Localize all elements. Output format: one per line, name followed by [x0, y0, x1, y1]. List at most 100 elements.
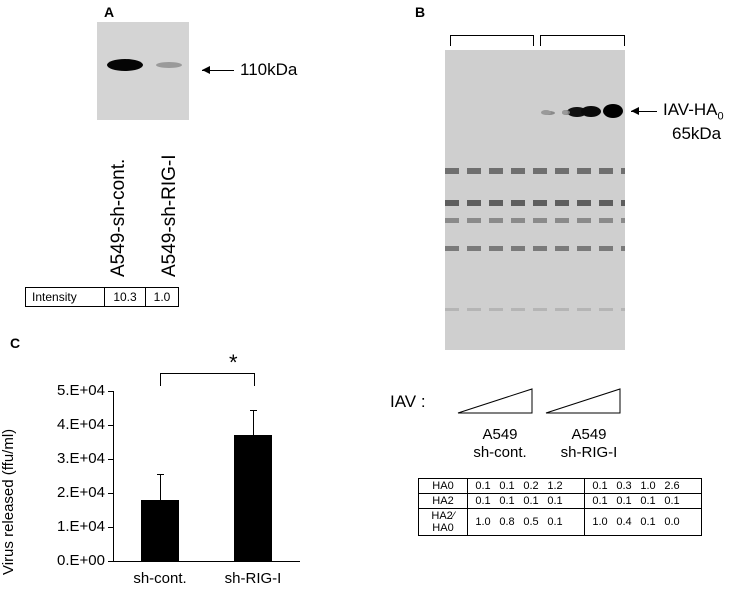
ha-table-row: HA0 0.1 0.1 0.2 1.2 0.1 0.3 1.0 2.6 — [418, 478, 702, 494]
ha-table-value: 1.0 — [640, 480, 656, 492]
ha-table-value: 0.1 — [616, 495, 632, 507]
ha-table-value: 0.3 — [616, 480, 632, 492]
bar-sh-RIG-I — [234, 435, 272, 561]
y-tick-label: 5.E+04 — [57, 382, 105, 399]
iav-label: IAV : — [390, 392, 426, 411]
band-row-4 — [445, 246, 625, 251]
ha-table-value: 0.1 — [523, 495, 539, 507]
ha-table-cell-group: 0.1 0.3 1.0 2.6 — [584, 478, 702, 494]
band-sh-cont — [107, 59, 143, 71]
band-row-2 — [445, 200, 625, 206]
band-ha0-rig-1 — [562, 110, 568, 115]
ha-table-value: 0.2 — [523, 480, 539, 492]
group-bracket-cont — [450, 35, 534, 46]
group-rig-line2: sh-RIG-I — [560, 444, 618, 461]
significance-star: * — [229, 350, 238, 375]
y-tick-label: 3.E+04 — [57, 450, 105, 467]
ha-table-value: 1.0 — [475, 516, 491, 528]
y-tick-label: 4.E+04 — [57, 416, 105, 433]
group-cont-line1: A549 — [482, 426, 518, 443]
error-cap — [157, 473, 164, 475]
y-tick-label: 1.E+04 — [57, 518, 105, 535]
ha-table-cell-group: 0.1 0.1 0.1 0.1 — [584, 493, 702, 509]
arrow-head-icon — [202, 66, 210, 74]
ha-table-value: 1.2 — [547, 480, 563, 492]
ha-table-row: HA2 0.1 0.1 0.1 0.1 0.1 0.1 0.1 0.1 — [418, 493, 702, 509]
group-label-cont: A549 sh-cont. — [470, 426, 530, 462]
ha-table-value: 0.1 — [475, 495, 491, 507]
ha-table-value: 0.1 — [547, 516, 563, 528]
triangle-cont — [457, 388, 533, 414]
x-axis-line — [113, 561, 300, 562]
y-tick — [108, 425, 113, 426]
band-ha0-rig-4 — [603, 104, 623, 118]
y-tick — [108, 391, 113, 392]
ha-table-value: 0.1 — [664, 495, 680, 507]
y-tick — [108, 459, 113, 460]
error-cap — [250, 410, 257, 412]
panel-a-blot — [97, 22, 189, 120]
y-tick-label: 2.E+04 — [57, 484, 105, 501]
group-rig-line1: A549 — [571, 426, 607, 443]
bar-sh-cont. — [141, 499, 179, 561]
y-tick-label: 0.E+00 — [57, 552, 105, 569]
ha-table-value: 0.1 — [640, 516, 656, 528]
marker-label-b-kda: 65kDa — [672, 124, 722, 143]
ha-table-value: 0.5 — [523, 516, 539, 528]
ha-table: HA0 0.1 0.1 0.2 1.2 0.1 0.3 1.0 2.6 HA2 0.1 0.1 0.1 0… — [418, 478, 702, 536]
ha-table-value: 0.1 — [547, 495, 563, 507]
y-axis-line — [113, 391, 114, 561]
marker-label-b: IAV-HA0 — [663, 100, 724, 122]
ha-table-value: 0.4 — [616, 516, 632, 528]
ha-table-cell-group: 1.0 0.4 0.1 0.0 — [584, 508, 702, 536]
ha-table-row: HA2⁄ HA0 1.0 0.8 0.5 0.1 1.0 0.4 0.1 0.0 — [418, 508, 702, 536]
error-bar — [160, 473, 161, 500]
band-sh-rig-i — [156, 62, 182, 68]
ha-table-value: 0.0 — [664, 516, 680, 528]
band-ha0-cont-4 — [567, 107, 587, 117]
x-tick-label: sh-cont. — [133, 570, 187, 587]
group-cont-line2: sh-cont. — [473, 444, 527, 461]
band-row-3 — [445, 218, 625, 223]
group-bracket-rig — [540, 35, 625, 46]
panel-a-label: A — [104, 4, 115, 20]
group-label-rig: A549 sh-RIG-I — [549, 426, 629, 462]
ha-table-value: 0.1 — [475, 480, 491, 492]
marker-arrow-a — [202, 70, 234, 71]
marker-label-a: 110kDa — [240, 60, 298, 79]
ha-table-value: 0.1 — [640, 495, 656, 507]
y-tick — [108, 493, 113, 494]
band-row-1 — [445, 168, 625, 174]
ha-table-cell-group: 0.1 0.1 0.1 0.1 — [467, 493, 585, 509]
band-ha0-rig-3 — [581, 106, 601, 117]
ha-table-row-label: HA2⁄ HA0 — [418, 508, 468, 536]
panel-c-label: C — [10, 335, 21, 351]
iav-gradient-icon — [457, 388, 621, 414]
panel-b-label: B — [415, 4, 426, 20]
ha-table-value: 2.6 — [664, 480, 680, 492]
ha-table-value: 1.0 — [592, 516, 608, 528]
panel-b-blot — [445, 50, 625, 350]
marker-arrow-b — [631, 111, 657, 112]
marker-b-text: IAV-HA — [663, 100, 718, 119]
y-tick — [108, 527, 113, 528]
band-ha0-rig-2 — [541, 110, 551, 115]
triangle-rig — [545, 388, 621, 414]
ha-table-cell-group: 0.1 0.1 0.2 1.2 — [467, 478, 585, 494]
ha-table-value: 0.8 — [499, 516, 515, 528]
ha-table-value: 0.1 — [592, 495, 608, 507]
intensity-table: Intensity 10.3 1.0 — [25, 287, 179, 307]
ha-table-value: 0.1 — [592, 480, 608, 492]
significance-bracket — [160, 373, 255, 386]
error-bar — [253, 410, 254, 436]
intensity-value-rig: 1.0 — [145, 287, 179, 307]
y-tick — [108, 561, 113, 562]
arrow-head-icon — [631, 107, 639, 115]
band-row-5 — [445, 308, 625, 311]
marker-b-sub: 0 — [717, 110, 724, 123]
x-tick-label: sh-RIG-I — [224, 570, 282, 587]
ha-table-value: 0.1 — [499, 495, 515, 507]
intensity-header: Intensity — [25, 287, 105, 307]
